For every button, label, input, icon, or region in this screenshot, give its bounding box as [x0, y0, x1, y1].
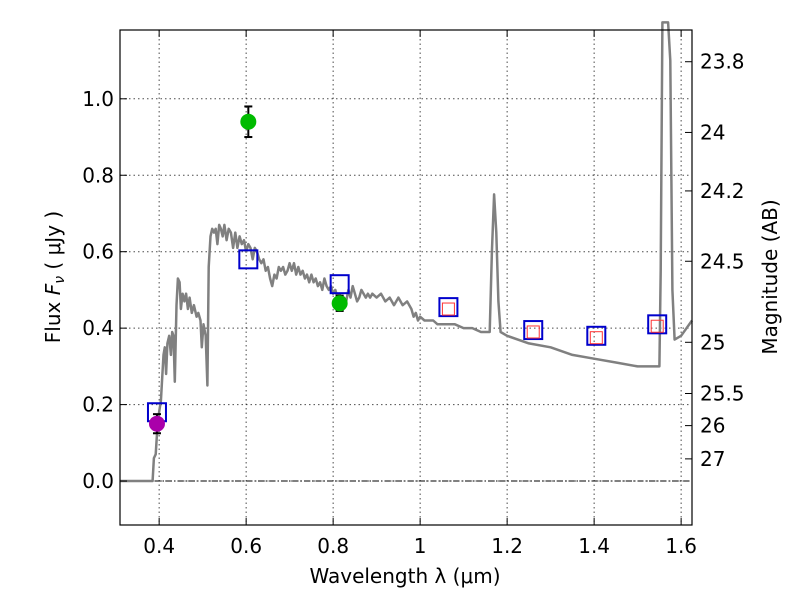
observed-point	[148, 415, 165, 432]
y-axis-label: Flux Fν ( μJy )	[41, 211, 68, 343]
y-tick-label: 0.4	[82, 316, 114, 340]
y-tick-label: 0.0	[82, 469, 114, 493]
model-flux-inner-square	[589, 331, 603, 345]
observed-point	[240, 113, 257, 130]
data-marks	[120, 21, 694, 483]
mag-tick-label: 24	[700, 120, 725, 144]
x-tick-label: 1.6	[665, 534, 697, 558]
model-spectrum-line	[120, 21, 694, 483]
x-tick-label: 1	[414, 534, 427, 558]
mag-tick-label: 27	[700, 447, 725, 471]
y-tick-label: 0.8	[82, 163, 114, 187]
x-axis-label: Wavelength λ (μm)	[309, 564, 500, 588]
mag-tick-label: 23.8	[700, 50, 745, 74]
grid	[120, 30, 692, 525]
x-tick-label: 0.4	[143, 534, 175, 558]
model-flux-square	[647, 314, 668, 335]
mag-tick-label: 25	[700, 330, 725, 354]
x-tick-label: 0.8	[317, 534, 349, 558]
observed-point	[331, 295, 348, 312]
y-tick-label: 0.2	[82, 393, 114, 417]
mag-tick-label: 25.5	[700, 382, 745, 406]
x-tick-label: 1.4	[578, 534, 610, 558]
plot-frame	[119, 29, 693, 526]
model-flux-square	[329, 274, 350, 295]
mag-tick-label: 26	[700, 414, 725, 438]
model-flux-square	[523, 320, 544, 341]
x-tick-label: 1.2	[491, 534, 523, 558]
model-flux-inner-square	[441, 302, 455, 316]
ticks: 0.4 0.6 0.8 1 1.2 1.4 1.6 0.0 0.2 0.4 0.6 0.8 1.0 23.…	[82, 30, 745, 558]
model-flux-square	[438, 297, 459, 318]
mag-tick-label: 24.2	[700, 179, 745, 203]
y-tick-label: 0.6	[82, 240, 114, 264]
y2-axis-label: Magnitude (AB)	[758, 199, 782, 354]
model-flux-inner-square	[650, 319, 664, 333]
model-flux-square	[586, 325, 607, 346]
y-tick-label: 1.0	[82, 87, 114, 111]
x-tick-label: 0.6	[230, 534, 262, 558]
model-flux-inner-square	[526, 325, 540, 339]
mag-tick-label: 24.5	[700, 249, 745, 273]
model-flux-square	[238, 249, 259, 270]
